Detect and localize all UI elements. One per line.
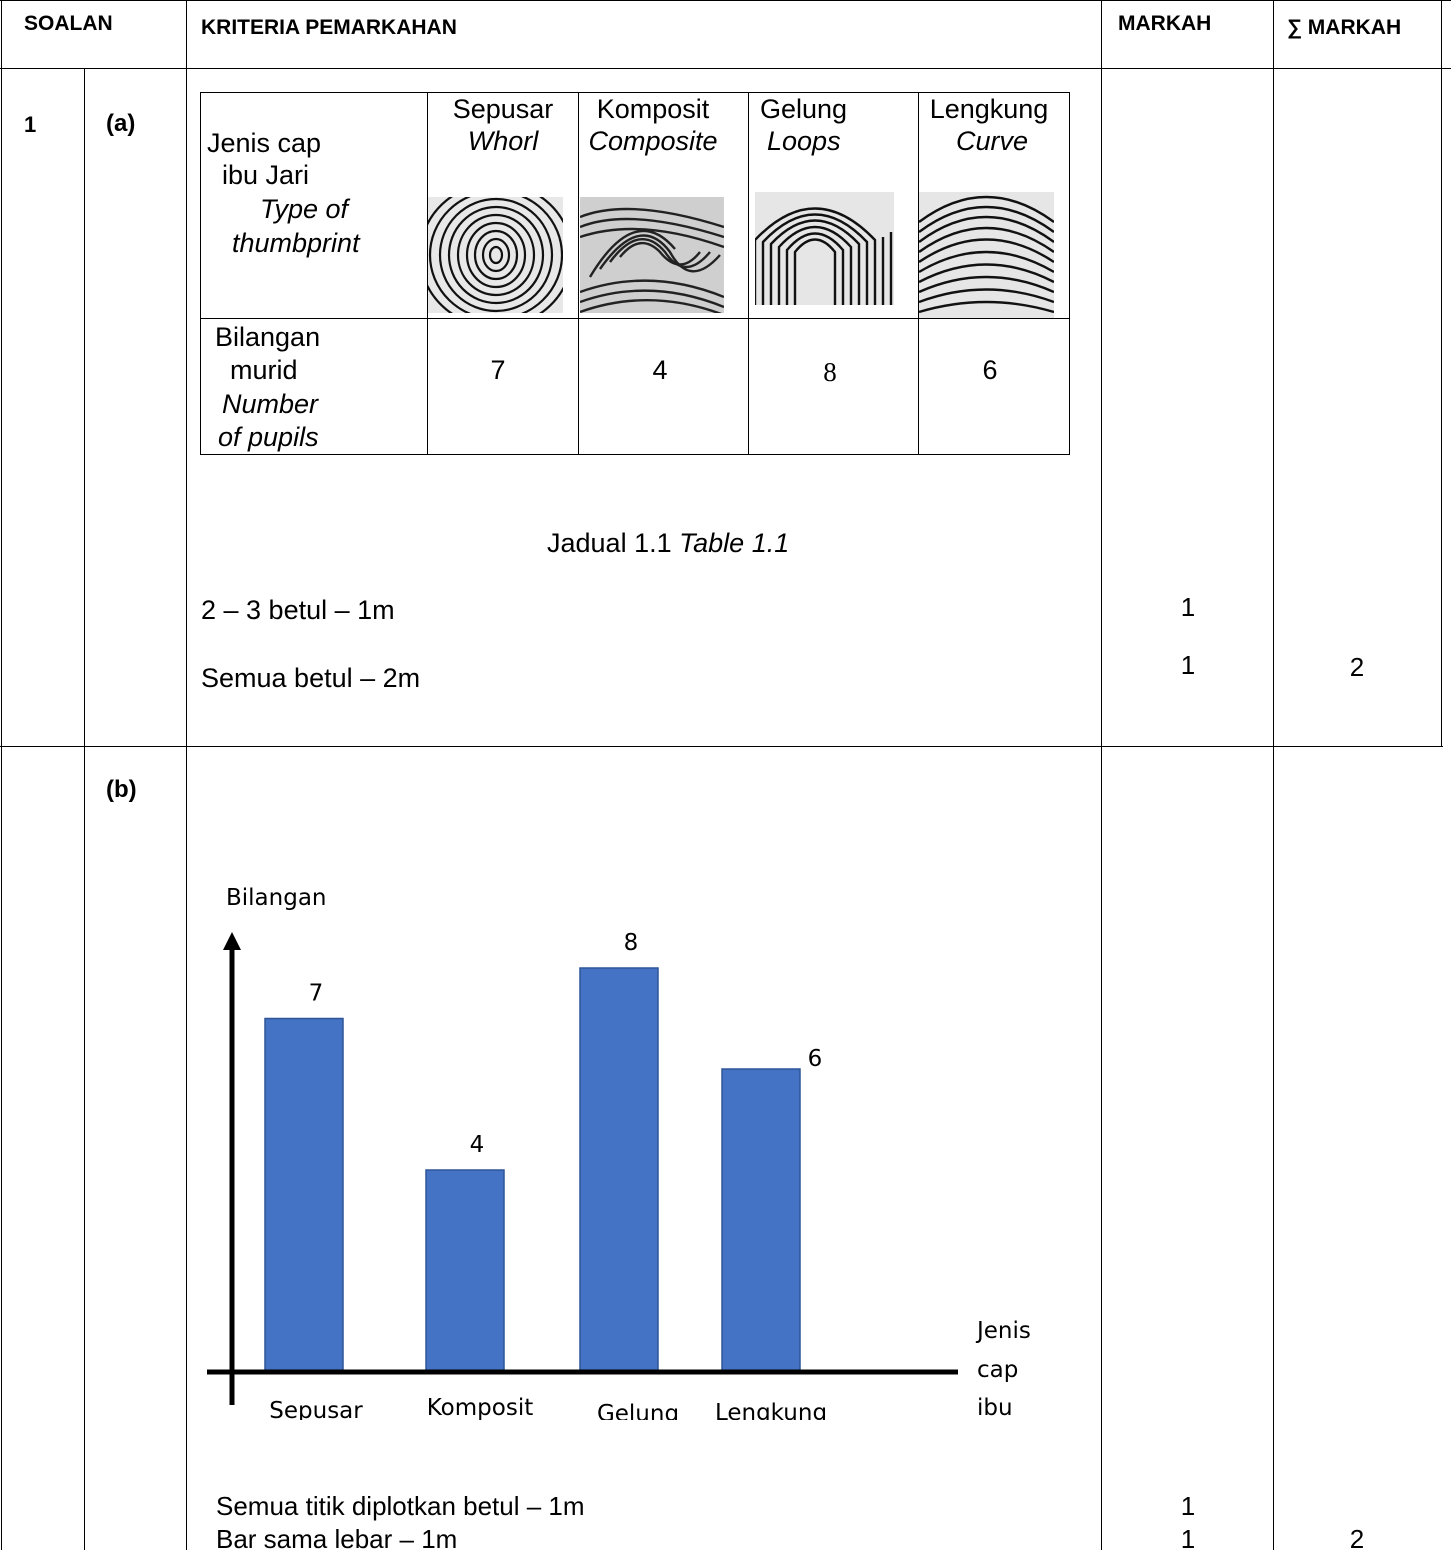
table-caption: Jadual 1.1 Table 1.1: [547, 528, 789, 559]
col-composite-en: Composite: [588, 126, 718, 156]
pupils-label-malay-1: Bilangan: [215, 322, 321, 352]
bar-sepusar: [264, 1017, 344, 1373]
bar-gelung: [579, 967, 659, 1373]
type-label-en-2: thumbprint: [232, 228, 360, 258]
criteria-b-2: Bar sama lebar – 1m: [216, 1524, 458, 1554]
mark-a-1: 1: [1180, 592, 1196, 622]
bar-value-label-gelung: 8: [624, 930, 639, 956]
x-axis-label-line-3: ibu: [977, 1395, 1013, 1420]
header-kriteria: KRITERIA PEMARKAHAN: [201, 16, 457, 39]
total-b: 2: [1349, 1524, 1365, 1554]
markah-left-border: [1101, 0, 1102, 1550]
loop-fingerprint-image: [755, 192, 894, 305]
bar-komposit: [425, 1169, 505, 1373]
bar-value-label-komposit: 4: [470, 1132, 485, 1158]
mark-b-1: 1: [1180, 1491, 1196, 1521]
pupils-label-en-1: Number: [222, 389, 319, 419]
x-axis-label-line-1: Jenis: [975, 1318, 1031, 1344]
bar-lengkung: [721, 1068, 801, 1373]
header-soalan: SOALAN: [24, 12, 113, 35]
table-caption-malay: Jadual 1.1: [547, 528, 672, 558]
mark-b-2: 1: [1180, 1524, 1196, 1554]
category-label-sepusar: Sepusar: [269, 1398, 363, 1420]
type-label-en-1: Type of: [260, 194, 349, 224]
bar-value-label-lengkung: 6: [808, 1046, 823, 1072]
type-label-malay-1: Jenis cap: [207, 128, 322, 158]
col-curve-malay: Lengkung: [929, 94, 1049, 124]
thumbprint-bar-chart: 7 4 8 6 Bilangan Sepusar Komposit Gelung Lengkun…: [207, 885, 1031, 1420]
criteria-a-1: 2 – 3 betul – 1m: [201, 595, 395, 625]
part-b-label: (b): [106, 776, 137, 803]
col-curve-en: Curve: [955, 126, 1029, 156]
y-axis-label: Bilangan: [226, 885, 327, 911]
y-axis-arrowhead: [223, 932, 241, 950]
value-loops: 8: [823, 357, 837, 387]
criteria-b-1: Semua titik diplotkan betul – 1m: [216, 1491, 585, 1521]
thumbprint-table-col4: [918, 92, 919, 455]
value-composite: 4: [652, 355, 668, 385]
x-axis-label-line-2: cap: [977, 1357, 1018, 1383]
table-right-border: [1441, 0, 1442, 746]
thumbprint-table: [200, 92, 1070, 455]
table-left-border: [1, 0, 2, 1550]
bar-value-label-sepusar: 7: [309, 981, 324, 1007]
row-a-bottom-border: [0, 746, 1443, 747]
soalan-sub-divider: [84, 68, 85, 1550]
part-a-label: (a): [106, 110, 136, 137]
category-label-gelung: Gelung: [597, 1401, 679, 1420]
col-whorl-malay: Sepusar: [452, 94, 554, 124]
whorl-fingerprint-image: [428, 197, 563, 313]
arch-fingerprint-image: [919, 192, 1054, 318]
thumbprint-table-col2: [578, 92, 579, 455]
question-number: 1: [24, 112, 37, 137]
type-label-malay-2: ibu Jari: [222, 160, 310, 190]
total-a: 2: [1349, 652, 1365, 682]
thumbprint-table-col1: [427, 92, 428, 455]
thumbprint-table-col3: [748, 92, 749, 455]
table-caption-en: Table 1.1: [679, 528, 790, 558]
table-top-border: [0, 0, 1451, 1]
category-label-lengkung: Lengkung: [715, 1400, 827, 1420]
header-total-markah: ∑ MARKAH: [1287, 16, 1402, 39]
value-whorl: 7: [490, 355, 506, 385]
pupils-label-malay-2: murid: [230, 355, 298, 385]
header-markah: MARKAH: [1118, 12, 1212, 35]
composite-fingerprint-image: [580, 197, 724, 313]
col-loops-malay: Gelung: [760, 94, 848, 124]
total-left-border: [1273, 0, 1274, 1550]
col-whorl-en: Whorl: [467, 126, 539, 156]
mark-a-2: 1: [1180, 650, 1196, 680]
criteria-a-2: Semua betul – 2m: [201, 663, 421, 693]
value-curve: 6: [982, 355, 998, 385]
col-loops-en: Loops: [767, 126, 841, 156]
col-composite-malay: Komposit: [596, 94, 710, 124]
kriteria-left-border: [186, 0, 187, 1550]
pupils-label-en-2: of pupils: [218, 422, 319, 452]
category-label-komposit: Komposit: [427, 1395, 533, 1420]
thumbprint-table-row-divider: [200, 318, 1070, 319]
header-bottom-border: [0, 68, 1451, 69]
